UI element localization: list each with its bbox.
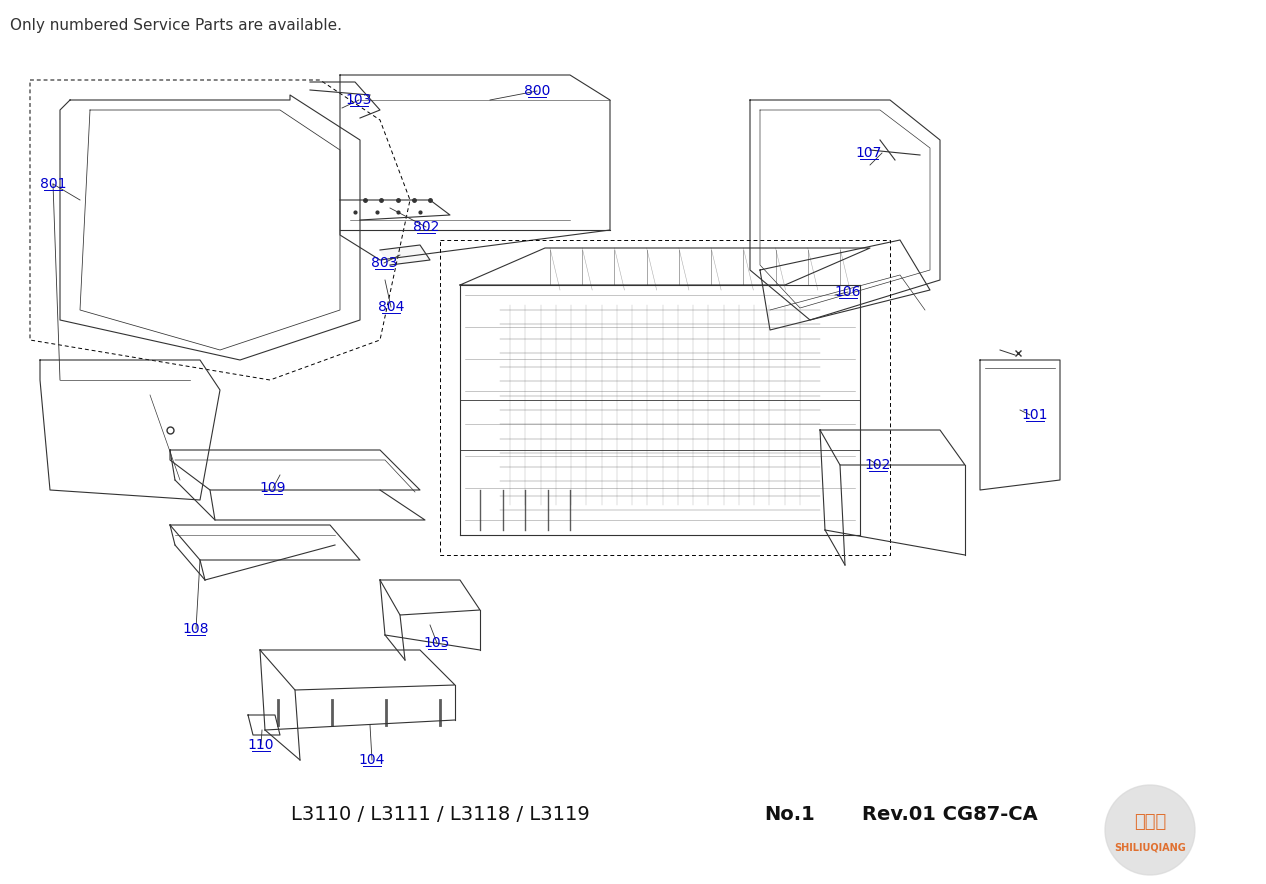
Text: 803: 803 (371, 256, 398, 270)
Text: 106: 106 (834, 285, 861, 299)
Text: 109: 109 (260, 481, 286, 495)
Text: 804: 804 (377, 300, 404, 314)
Polygon shape (380, 245, 430, 265)
Text: Rev.01 CG87-CA: Rev.01 CG87-CA (862, 805, 1038, 825)
Text: SHILIUQIANG: SHILIUQIANG (1114, 843, 1186, 853)
Text: 101: 101 (1022, 408, 1048, 422)
Text: 102: 102 (865, 458, 891, 472)
Text: 十六腥: 十六腥 (1134, 813, 1166, 831)
Text: No.1: No.1 (765, 805, 815, 825)
Text: 105: 105 (424, 636, 451, 650)
Text: 108: 108 (182, 622, 209, 636)
Circle shape (1105, 785, 1195, 875)
Text: 107: 107 (856, 146, 882, 160)
Text: 110: 110 (248, 738, 275, 752)
Text: 800: 800 (524, 84, 551, 98)
Text: 104: 104 (358, 753, 385, 767)
Text: 802: 802 (413, 220, 439, 234)
Text: 103: 103 (346, 93, 372, 107)
Text: 801: 801 (39, 177, 66, 191)
Text: Only numbered Service Parts are available.: Only numbered Service Parts are availabl… (10, 18, 342, 33)
Text: L3110 / L3111 / L3118 / L3119: L3110 / L3111 / L3118 / L3119 (291, 805, 590, 825)
